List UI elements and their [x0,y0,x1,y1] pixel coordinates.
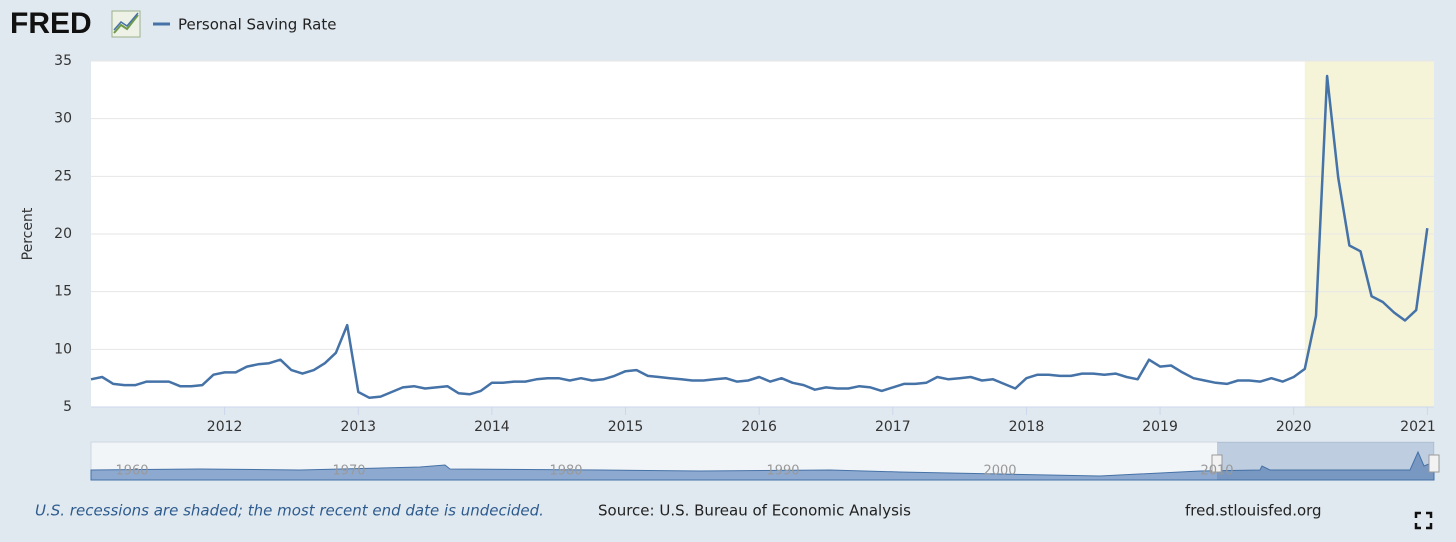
y-tick-label: 20 [54,226,72,242]
x-tick-label: 2014 [474,419,510,435]
x-tick-label: 2020 [1276,419,1312,435]
navigator-label: 2000 [983,464,1016,479]
x-tick-label: 2017 [875,419,911,435]
y-tick-label: 10 [54,341,72,357]
logo: FRED [10,7,92,40]
navigator-label: 1980 [549,464,582,479]
navigator-label: 1960 [115,464,148,479]
legend-label: Personal Saving Rate [178,16,336,34]
navigator-label: 1990 [766,464,799,479]
navigator [90,441,1440,481]
source: Source: U.S. Bureau of Economic Analysis [598,502,911,520]
y-tick-label: 35 [54,53,72,69]
site-url: fred.stlouisfed.org [1185,502,1322,520]
x-tick-label: 2015 [608,419,644,435]
y-tick-label: 25 [54,168,72,184]
x-tick-label: 2012 [207,419,243,435]
navigator-label: 2010 [1200,464,1233,479]
y-tick-label: 5 [63,399,72,415]
x-tick-label: 2019 [1142,419,1178,435]
series-line [90,74,1429,400]
fullscreen-icon[interactable] [1414,511,1433,530]
footnote: U.S. recessions are shaded; the most rec… [35,502,544,520]
x-tick-label: 2021 [1400,419,1436,435]
x-tick-label: 2018 [1009,419,1045,435]
y-tick-label: 30 [54,111,72,127]
y-tick-label: 15 [54,284,72,300]
navigator-label: 1970 [332,464,365,479]
y-axis-label: Percent [20,207,36,260]
x-tick-label: 2016 [741,419,777,435]
logo-icon [111,10,141,38]
x-tick-label: 2013 [340,419,376,435]
